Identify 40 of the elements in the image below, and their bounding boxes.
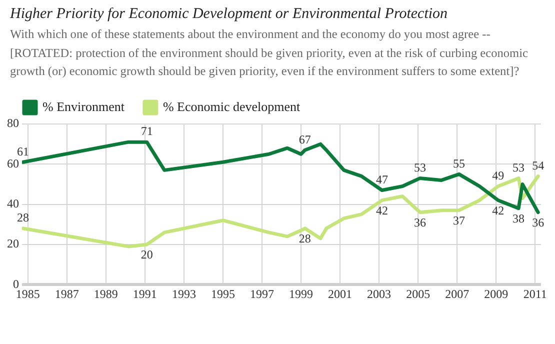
data-label: 28 xyxy=(16,210,29,224)
data-label: 53 xyxy=(512,160,525,174)
y-tick-label: 60 xyxy=(7,156,19,170)
x-tick-label: 1995 xyxy=(210,286,235,300)
legend-label: % Economic development xyxy=(162,98,301,114)
x-tick-label: 2001 xyxy=(328,286,352,300)
x-tick-label: 2009 xyxy=(484,286,508,300)
y-tick-label: 80 xyxy=(7,116,19,130)
data-label: 54 xyxy=(532,158,544,172)
data-label: 28 xyxy=(298,231,311,246)
data-label: 67 xyxy=(298,132,311,146)
chart-subtitle: With which one of these statements about the environment and the economy do you most agree -- [ROTATED: protection of the environment should be given priority, even at the risk of curbing economic growth (or) economic growth should be given priority, even if the environment suffers to some extent]? xyxy=(10,26,529,80)
x-tick-label: 1993 xyxy=(172,286,196,300)
data-label: 20 xyxy=(140,247,153,262)
data-label: 42 xyxy=(492,202,504,217)
y-tick-label: 20 xyxy=(7,236,19,250)
data-label: 42 xyxy=(376,202,388,217)
x-tick-label: 1999 xyxy=(289,286,314,300)
chart-title: Higher Priority for Economic Development or Environmental Protection xyxy=(10,6,449,23)
data-label: 36 xyxy=(414,214,426,229)
data-label: 55 xyxy=(453,156,466,170)
x-tick-label: 1989 xyxy=(94,286,118,300)
x-tick-label: 2003 xyxy=(367,286,392,300)
x-tick-label: 1997 xyxy=(250,286,274,300)
data-label: 36 xyxy=(532,214,544,229)
x-tick-label: 2007 xyxy=(445,286,470,300)
data-label: 49 xyxy=(492,168,504,182)
data-label: 47 xyxy=(376,172,388,186)
x-tick-label: 2011 xyxy=(523,286,547,300)
data-label: 71 xyxy=(140,124,153,138)
data-label: 38 xyxy=(512,210,525,225)
data-label: 53 xyxy=(414,160,426,174)
data-label: 37 xyxy=(453,212,466,227)
x-tick-label: 1987 xyxy=(54,286,79,300)
y-tick-label: 0 xyxy=(13,276,19,290)
x-tick-label: 1991 xyxy=(132,286,157,300)
data-label: 61 xyxy=(16,144,29,158)
legend-label: % Environment xyxy=(42,98,125,114)
x-tick-label: 2005 xyxy=(406,286,430,300)
y-tick-label: 40 xyxy=(7,196,19,210)
